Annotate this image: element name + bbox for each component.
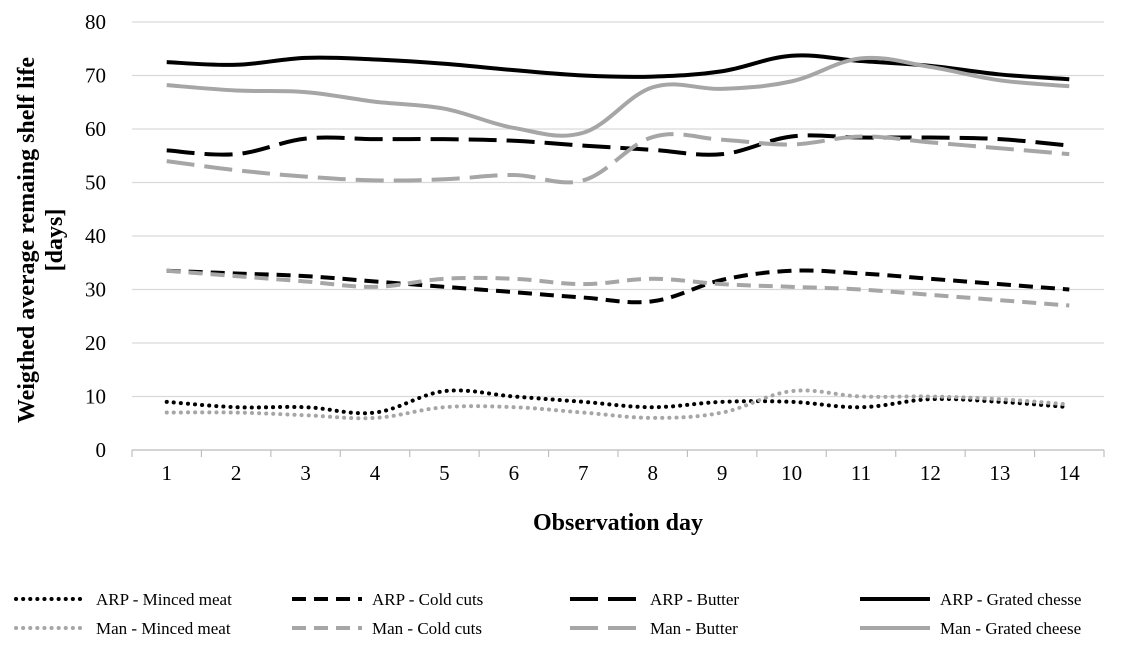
legend-label: ARP - Grated chesse <box>940 590 1081 609</box>
series-line-arp-butter <box>166 133 1070 157</box>
series-line-man-minced-meat <box>164 388 1072 421</box>
y-tick-labels: 0 10 20 30 40 50 60 70 80 <box>85 10 106 462</box>
gridlines <box>132 21 1104 451</box>
legend-label: Man - Minced meat <box>96 619 231 638</box>
y-tick-label: 30 <box>85 278 106 302</box>
x-tick-label: 5 <box>439 461 450 485</box>
x-tick-label: 2 <box>231 461 242 485</box>
x-tick-labels: 1 2 3 4 5 6 7 8 9 10 11 12 13 14 <box>161 461 1080 485</box>
y-tick-label: 60 <box>85 117 106 141</box>
x-tick-label: 4 <box>370 461 381 485</box>
x-tick-label: 10 <box>781 461 802 485</box>
x-tick-label: 9 <box>717 461 728 485</box>
legend-label: Man - Cold cuts <box>372 619 482 638</box>
y-tick-label: 20 <box>85 331 106 355</box>
axes <box>131 449 1105 457</box>
y-axis-title-line: [days] <box>42 209 68 272</box>
y-tick-label: 80 <box>85 10 106 34</box>
legend-label: ARP - Butter <box>650 590 739 609</box>
x-tick-label: 1 <box>161 461 172 485</box>
x-tick-label: 6 <box>509 461 520 485</box>
series-line-man-grated-cheese <box>166 55 1070 138</box>
legend-label: ARP - Cold cuts <box>372 590 483 609</box>
series-line-man-cold-cuts <box>166 268 1070 308</box>
series-line-arp-cold-cuts <box>166 268 1070 305</box>
x-axis-title: Observation day <box>533 510 703 536</box>
y-tick-label: 40 <box>85 224 106 248</box>
x-tick-label: 7 <box>578 461 589 485</box>
series-lines <box>164 53 1072 421</box>
x-tick-label: 12 <box>920 461 941 485</box>
y-tick-label: 70 <box>85 64 106 88</box>
x-tick-label: 11 <box>851 461 871 485</box>
y-tick-label: 10 <box>85 385 106 409</box>
x-tick-label: 13 <box>989 461 1010 485</box>
legend-label: Man - Butter <box>650 619 738 638</box>
x-tick-label: 3 <box>300 461 311 485</box>
y-tick-label: 50 <box>85 171 106 195</box>
x-tick-label: 8 <box>647 461 658 485</box>
y-tick-label: 0 <box>96 438 107 462</box>
y-axis-title-line: Weigthed average remaing shelf life <box>14 57 40 424</box>
legend: ARP - Minced meat ARP - Cold cuts ARP - Bu… <box>14 590 1081 638</box>
legend-label: Man - Grated cheese <box>940 619 1081 638</box>
series-line-man-butter <box>166 132 1070 185</box>
series-line-arp-minced-meat <box>164 388 1072 416</box>
legend-label: ARP - Minced meat <box>96 590 232 609</box>
x-tick-label: 14 <box>1059 461 1081 485</box>
